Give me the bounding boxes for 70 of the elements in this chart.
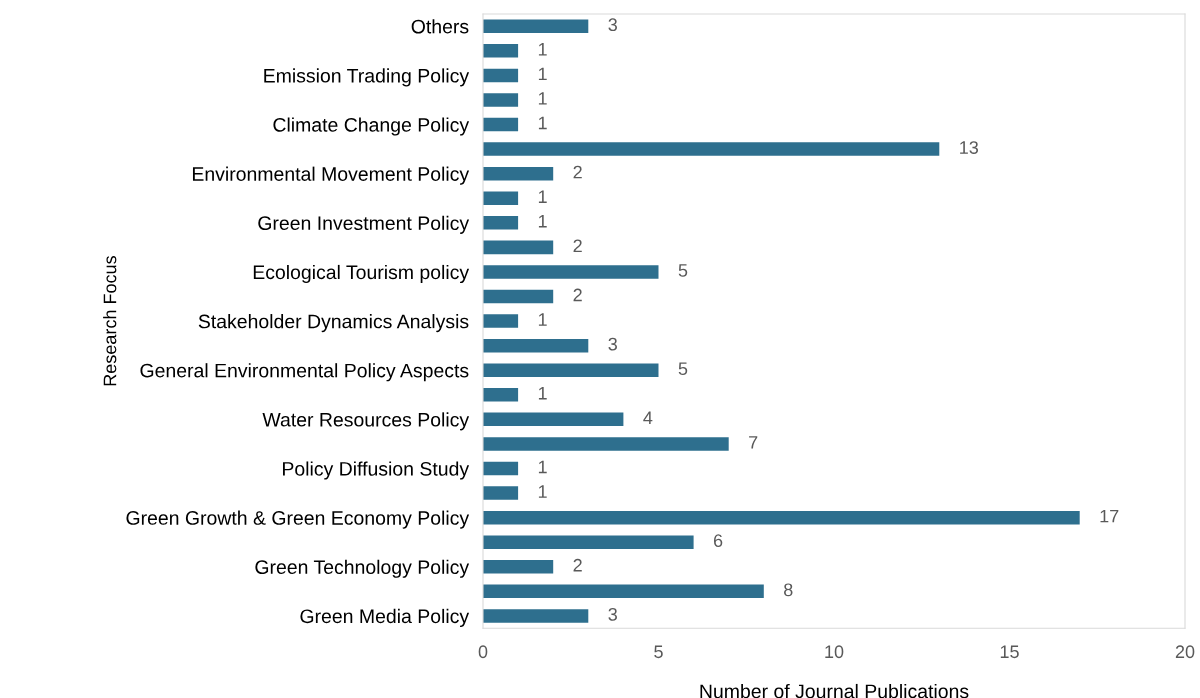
data-label: 3 xyxy=(608,337,617,351)
bar xyxy=(483,363,659,377)
data-label: 1 xyxy=(538,215,547,228)
y-tick-label: Green Media Policy xyxy=(300,608,470,627)
bar xyxy=(483,461,519,476)
bar xyxy=(483,289,554,304)
data-label: 3 xyxy=(608,18,617,32)
y-tick-label: Stakeholder Dynamics Analysis xyxy=(198,314,469,333)
x-tick-label: 15 xyxy=(1000,645,1019,659)
bar xyxy=(483,412,624,427)
data-label: 13 xyxy=(960,141,979,154)
y-tick-label: Water Resources Policy xyxy=(262,412,470,431)
bar xyxy=(483,388,519,402)
data-label: 5 xyxy=(678,264,688,277)
bar xyxy=(483,560,554,574)
data-label: 1 xyxy=(538,67,547,81)
bar xyxy=(483,166,554,181)
data-label: 2 xyxy=(573,288,582,302)
bar xyxy=(483,265,659,279)
data-label: 3 xyxy=(608,607,617,621)
data-label: 1 xyxy=(538,387,547,400)
y-tick-label: Emission Trading Policy xyxy=(264,68,470,87)
data-label: 1 xyxy=(538,92,547,105)
x-tick-label: 20 xyxy=(1175,645,1195,659)
bar xyxy=(483,314,519,328)
data-label: 5 xyxy=(678,362,688,376)
x-axis-title: Number of Journal Publications xyxy=(700,683,969,698)
data-label: 1 xyxy=(538,190,547,203)
y-tick-label: General Environmental Policy Aspects xyxy=(140,363,469,382)
data-label: 1 xyxy=(538,485,547,498)
data-label: 17 xyxy=(1100,509,1119,523)
data-label: 1 xyxy=(538,313,547,326)
bar xyxy=(483,68,519,83)
bar xyxy=(483,535,694,549)
x-tick-label: 5 xyxy=(654,645,663,659)
x-tick-label: 0 xyxy=(478,645,488,659)
y-tick-label: Ecological Tourism policy xyxy=(253,264,470,284)
y-tick-label: Green Investment Policy xyxy=(258,215,470,234)
bar xyxy=(483,93,519,107)
data-label: 2 xyxy=(573,239,582,253)
data-label: 4 xyxy=(643,411,653,425)
bar xyxy=(483,142,940,156)
bar xyxy=(483,584,764,599)
data-label: 7 xyxy=(749,436,758,449)
data-label: 8 xyxy=(784,583,793,597)
data-label: 2 xyxy=(573,558,582,572)
y-tick-label: Climate Change Policy xyxy=(273,117,470,136)
bar xyxy=(483,216,519,230)
y-axis-title: Research Focus xyxy=(103,256,117,386)
x-tick-label: 10 xyxy=(825,645,844,659)
bar xyxy=(483,609,589,623)
bar xyxy=(483,437,729,451)
y-tick-label: Environmental Movement Policy xyxy=(192,166,470,185)
bar xyxy=(483,510,1080,525)
bar xyxy=(483,117,519,132)
data-label: 2 xyxy=(573,165,582,179)
y-tick-label: Policy Diffusion Study xyxy=(283,461,470,480)
bar xyxy=(483,240,554,255)
y-tick-label: Green Growth & Green Economy Policy xyxy=(126,510,470,529)
y-tick-label: Others xyxy=(411,19,469,34)
data-label: 1 xyxy=(538,116,547,130)
data-label: 1 xyxy=(538,460,547,474)
data-label: 6 xyxy=(713,534,723,548)
bar xyxy=(483,19,589,33)
bar xyxy=(483,191,519,205)
y-tick-label: Green Technology Policy xyxy=(255,559,470,578)
bar xyxy=(483,338,589,353)
data-label: 1 xyxy=(538,43,547,56)
bar xyxy=(483,486,519,500)
bar xyxy=(483,44,519,58)
